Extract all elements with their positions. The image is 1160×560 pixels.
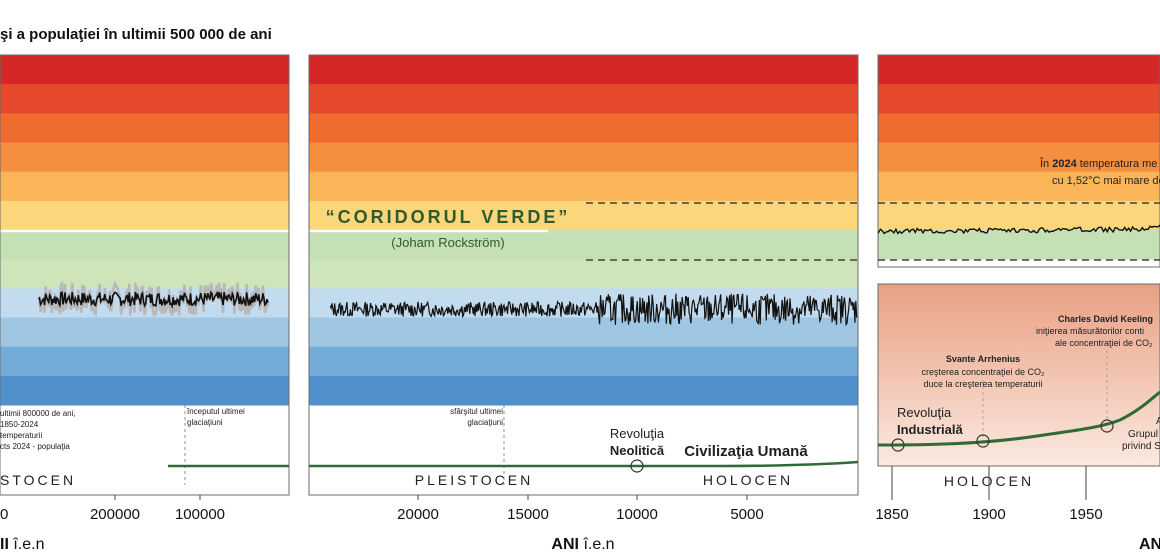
left-legend-line-2: 1850-2024 xyxy=(0,420,39,429)
tick-label-5000: 5000 xyxy=(730,506,763,523)
note-2024-line-2: cu 1,52°C mai mare decât n xyxy=(1052,175,1160,187)
event-label-glaciation-start-1: începutul ultimei xyxy=(186,407,245,416)
keeling-marker xyxy=(1100,419,1114,433)
left-legend-line-1: ultimii 800000 de ani, xyxy=(0,409,76,418)
band xyxy=(0,142,289,173)
neolithic-label-2: Neolitică xyxy=(610,443,665,458)
event-label-glaciation-end-1: sfârşitul ultimei xyxy=(450,407,503,416)
corridor-subtitle: (Joham Rockström) xyxy=(391,235,504,250)
panel-middle-frame xyxy=(308,54,859,496)
band xyxy=(878,84,1160,114)
x-axis-label-right: AN xyxy=(1139,536,1160,553)
series-left-temperature xyxy=(37,290,269,310)
tick-label-left-200000: 200000 xyxy=(90,506,140,523)
band xyxy=(309,84,858,114)
neolithic-marker xyxy=(630,459,644,473)
panel-right-bottom-frame xyxy=(877,283,1160,467)
note-2024-line-1: În 2024 temperatura me xyxy=(1039,157,1157,170)
annotation-cut-privind: privind S xyxy=(1122,441,1160,452)
band xyxy=(309,346,858,377)
arrhenius-name: Svante Arrhenius xyxy=(946,354,1020,364)
annotation-cut-grupul: Grupul xyxy=(1128,429,1158,440)
industrial-marker xyxy=(891,438,905,452)
left-legend-line-4: cts 2024 - populaţia xyxy=(0,442,70,451)
panel-left-frame xyxy=(0,54,290,496)
tick-label-20000: 20000 xyxy=(397,506,439,523)
band xyxy=(0,84,289,114)
series-right-temperature xyxy=(878,224,1160,235)
band xyxy=(0,200,289,231)
band xyxy=(0,171,289,202)
temperature-bands-right xyxy=(878,55,1160,260)
arrhenius-marker xyxy=(976,434,990,448)
band xyxy=(878,142,1160,173)
band xyxy=(309,200,858,231)
tick-label-1850: 1850 xyxy=(875,506,908,523)
panel-right-top-frame xyxy=(877,54,1160,268)
era-label-holocen: HOLOCEN xyxy=(703,472,793,488)
event-label-glaciation-end-2: glaciaţiuni xyxy=(467,418,503,427)
arrhenius-line-2: duce la creşterea temperaturii xyxy=(923,379,1042,389)
tick-label-15000: 15000 xyxy=(507,506,549,523)
band xyxy=(309,55,858,85)
tick-label-1950: 1950 xyxy=(1069,506,1102,523)
left-legend-line-3: temperaturii xyxy=(0,431,42,440)
era-label-pleistocen: PLEISTOCEN xyxy=(415,472,533,488)
band xyxy=(309,113,858,143)
x-axis-label-middle: ANI î.e.n xyxy=(551,536,614,553)
band xyxy=(0,317,289,348)
tick-label-1900: 1900 xyxy=(972,506,1005,523)
band xyxy=(0,230,289,260)
tick-label-left-0: 0 xyxy=(0,506,8,523)
band xyxy=(0,346,289,377)
band xyxy=(0,259,289,289)
annotation-cut-a: A xyxy=(1156,416,1160,427)
neolithic-label-1: Revoluţia xyxy=(610,426,665,441)
arrhenius-line-1: creşterea concentraţiei de CO₂ xyxy=(921,367,1045,377)
band xyxy=(0,55,289,85)
population-line-right xyxy=(877,390,1160,447)
population-line-middle xyxy=(309,460,859,468)
keeling-line-2: ale concentraţiei de CO₂ xyxy=(1055,338,1153,348)
temperature-bands-left xyxy=(0,55,289,406)
temperature-bands-middle xyxy=(309,55,858,406)
band xyxy=(309,142,858,173)
band xyxy=(309,230,858,260)
series-middle-temperature xyxy=(329,293,858,327)
band xyxy=(309,375,858,406)
band xyxy=(309,259,858,289)
industrial-label-1: Revoluţia xyxy=(897,405,952,420)
era-label-holocen-right: HOLOCEN xyxy=(944,473,1034,489)
chart-title: şi a populaţiei în ultimii 500 000 de an… xyxy=(0,26,272,43)
band xyxy=(0,375,289,406)
band xyxy=(878,200,1160,231)
era-label-left: STOCEN xyxy=(0,472,76,488)
tick-marks xyxy=(114,466,1087,500)
keeling-line-1: iniţierea măsurătorilor conti xyxy=(1036,326,1144,336)
tick-label-10000: 10000 xyxy=(616,506,658,523)
band xyxy=(0,113,289,143)
industrial-label-2: Industrială xyxy=(897,422,964,437)
band xyxy=(878,55,1160,85)
band xyxy=(878,113,1160,143)
tick-label-left-100000: 100000 xyxy=(175,506,225,523)
band xyxy=(878,230,1160,260)
band xyxy=(309,317,858,348)
band xyxy=(309,171,858,202)
x-axis-label-left: II î.e.n xyxy=(0,536,44,553)
keeling-name: Charles David Keeling xyxy=(1058,314,1153,324)
event-label-glaciation-start-2: glaciaţiuni xyxy=(187,418,223,427)
band xyxy=(878,171,1160,202)
corridor-title: “CORIDORUL VERDE” xyxy=(326,207,571,227)
civilization-label: Civilizaţia Umană xyxy=(684,443,808,460)
